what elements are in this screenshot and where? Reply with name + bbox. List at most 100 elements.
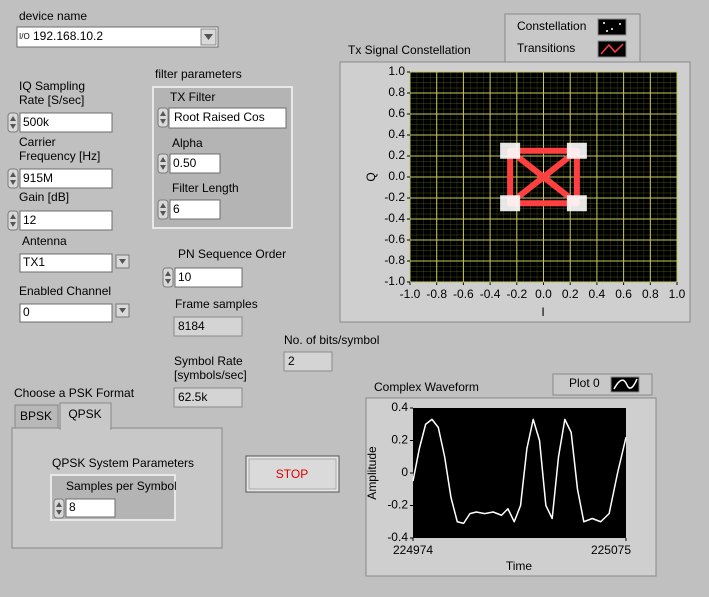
y-tick-label: 0.2 [391, 433, 408, 447]
indicator [173, 387, 243, 408]
label: Carrier [19, 135, 56, 149]
constellation-point [500, 142, 521, 159]
y-tick-label: 0.4 [391, 400, 408, 414]
y-tick-label: -1.0 [384, 274, 405, 288]
spinner[interactable] [157, 153, 169, 174]
constellation-point [566, 195, 587, 212]
value: 6 [173, 202, 180, 216]
label: TX Filter [170, 90, 215, 104]
constellation-point [500, 195, 521, 212]
legend-label: Plot 0 [569, 376, 600, 390]
spinner[interactable] [157, 107, 169, 128]
x-tick-label: 224974 [393, 543, 433, 557]
x-tick-label: 0.8 [642, 287, 659, 301]
legend-dot [603, 22, 605, 24]
y-axis-label: Amplitude [365, 446, 379, 500]
value: 8 [69, 500, 76, 514]
constellation-point [566, 142, 587, 159]
ring-field[interactable] [168, 107, 287, 129]
value: 192.168.10.2 [33, 29, 103, 43]
y-tick-label: -0.4 [387, 530, 408, 544]
numeric-field[interactable] [19, 168, 113, 189]
x-tick-label: 1.0 [669, 287, 686, 301]
value: 12 [23, 213, 37, 227]
y-tick-label: -0.2 [384, 190, 405, 204]
label: No. of bits/symbol [284, 333, 379, 347]
y-tick-label: -0.8 [384, 253, 405, 267]
tab-selected[interactable] [59, 402, 112, 430]
value: 2 [288, 354, 295, 368]
legend-label: Constellation [517, 19, 586, 33]
label: filter parameters [155, 67, 242, 81]
tab-joint [61, 427, 110, 430]
y-tick-label: -0.4 [384, 211, 405, 225]
label: Gain [dB] [19, 190, 69, 204]
x-tick-label: -0.2 [506, 287, 527, 301]
label: Alpha [172, 136, 203, 150]
plot-area [413, 408, 626, 538]
tab[interactable] [14, 404, 59, 429]
numeric-field[interactable] [169, 153, 221, 174]
legend-dot [611, 28, 613, 30]
x-tick-label: -0.4 [480, 287, 501, 301]
spinner[interactable] [7, 168, 19, 189]
stop-face [248, 458, 337, 490]
label: Choose a PSK Format [14, 386, 135, 400]
legend-label: Transitions [517, 41, 575, 55]
x-tick-label: 0.4 [589, 287, 606, 301]
spinner[interactable] [53, 498, 65, 519]
numeric-field[interactable] [169, 199, 221, 220]
label: Filter Length [172, 181, 239, 195]
y-tick-label: 1.0 [388, 64, 405, 78]
indicator [173, 316, 243, 337]
ring-field[interactable] [19, 303, 113, 323]
ring-field[interactable] [19, 253, 113, 273]
value: 0.50 [173, 156, 197, 170]
spinner[interactable] [7, 210, 19, 231]
x-tick-label: 225075 [591, 543, 631, 557]
label: QPSK System Parameters [52, 456, 194, 470]
label: device name [19, 9, 87, 23]
legend-swatch [597, 18, 627, 36]
tab-label: QPSK [68, 407, 101, 421]
y-tick-label: 0.4 [388, 127, 405, 141]
label: Samples per Symbol [66, 479, 177, 493]
label: Frame samples [175, 297, 258, 311]
label: IQ Sampling [19, 79, 85, 93]
label: Antenna [22, 234, 67, 248]
legend-swatch [610, 376, 640, 393]
y-tick-label: 0.2 [388, 148, 405, 162]
value: 8184 [178, 319, 205, 333]
spinner[interactable] [7, 112, 19, 133]
value: 62.5k [178, 390, 208, 404]
numeric-field[interactable] [174, 267, 243, 288]
graph-title: Tx Signal Constellation [348, 43, 471, 57]
y-tick-label: -0.6 [384, 232, 405, 246]
device-combo[interactable] [16, 26, 219, 48]
x-tick-label: 0.6 [615, 287, 632, 301]
value: Root Raised Cos [174, 110, 265, 124]
value: 915M [23, 171, 53, 185]
y-tick-label: -0.2 [387, 498, 408, 512]
legend-line [600, 43, 624, 55]
label: PN Sequence Order [178, 247, 286, 261]
numeric-field[interactable] [65, 498, 116, 518]
x-tick-label: 0.2 [562, 287, 579, 301]
value: TX1 [23, 255, 45, 269]
y-tick-label: 0.0 [388, 169, 405, 183]
tab-label: BPSK [20, 409, 52, 423]
arrow [119, 259, 126, 264]
y-tick-label: 0.6 [388, 106, 405, 120]
value: 10 [178, 270, 192, 284]
y-axis-label: Q [364, 172, 378, 181]
x-tick-label: 0.0 [535, 287, 552, 301]
label: Symbol Rate [174, 354, 243, 368]
numeric-field[interactable] [19, 210, 113, 231]
numeric-field[interactable] [19, 112, 113, 133]
waveform [412, 418, 627, 525]
spinner[interactable] [157, 199, 169, 220]
value: 0 [23, 305, 30, 319]
y-tick-label: 0 [401, 465, 408, 479]
spinner[interactable] [162, 267, 174, 288]
button-label: STOP [276, 467, 308, 481]
